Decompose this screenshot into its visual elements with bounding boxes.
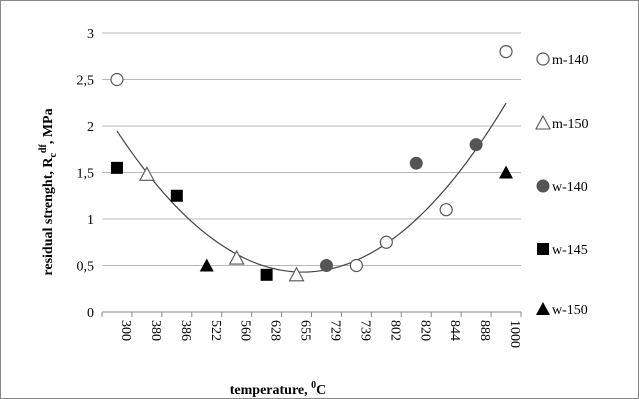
legend-marker (535, 114, 551, 130)
y-tick-label: 0 (87, 306, 94, 321)
legend-label: w-150 (552, 303, 588, 318)
data-point-m-140 (349, 258, 363, 273)
x-tick-marks (101, 312, 522, 317)
x-tick-label: 386 (178, 320, 193, 341)
data-point-w-145 (170, 189, 183, 202)
data-point-w-140 (409, 156, 423, 170)
data-point-m-140 (439, 203, 453, 217)
trend-line (116, 102, 507, 273)
x-tick-label: 628 (268, 320, 283, 341)
legend-label: w-145 (552, 243, 588, 258)
data-point-w-145 (110, 161, 123, 174)
legend-item-w-140: w-140 (536, 179, 588, 195)
y-axis-label: residual strenght, Rcdf, MPa (38, 108, 59, 275)
legend-item-w-150: w-150 (536, 302, 588, 318)
data-point-m-140 (499, 44, 513, 59)
y-tick-label: 3 (87, 27, 94, 42)
data-point-w-150 (499, 165, 514, 179)
x-tick-label: 888 (477, 320, 492, 341)
data-point-w-150 (199, 258, 214, 272)
data-point-m-140 (379, 235, 393, 249)
x-tick-label: 1000 (507, 320, 522, 348)
x-tick-label: 560 (238, 320, 253, 341)
x-tick-label: 655 (298, 320, 313, 341)
y-tick-label: 1,5 (77, 167, 95, 182)
grid-lines (102, 32, 521, 266)
data-point-w-145 (260, 268, 273, 281)
data-markers (110, 44, 514, 282)
data-point-m-150 (138, 166, 155, 181)
legend-marker (536, 179, 550, 193)
legend: m-140 m-150 w-140 w-145 w-150 (535, 52, 589, 318)
x-tick-label: 380 (148, 320, 163, 341)
x-tick-labels: 300 380 386 522 560 628 655 729 739 802 820 844 888 1… (118, 320, 522, 348)
x-tick-label: 300 (118, 320, 133, 341)
legend-item-m-150: m-150 (535, 114, 589, 132)
data-point-m-150 (228, 249, 245, 265)
legend-marker (536, 302, 550, 315)
legend-marker (537, 243, 549, 255)
legend-label: m-140 (552, 53, 589, 68)
y-tick-labels: 0 0,5 1 1,5 2 2,5 3 (77, 27, 95, 321)
legend-label: w-140 (552, 180, 588, 195)
legend-marker (536, 52, 550, 66)
x-tick-label: 522 (208, 320, 223, 341)
data-point-m-140 (110, 72, 124, 87)
x-axis-label: temperature, 0C (230, 380, 327, 398)
x-tick-label: 729 (327, 320, 342, 341)
x-tick-label: 820 (417, 320, 432, 341)
x-tick-label: 802 (387, 320, 402, 341)
y-tick-label: 0,5 (77, 260, 95, 275)
legend-item-m-140: m-140 (536, 52, 589, 68)
legend-item-w-145: w-145 (537, 243, 588, 258)
data-point-w-140 (469, 138, 483, 152)
x-tick-label: 844 (447, 320, 462, 341)
data-point-m-150 (288, 266, 305, 282)
legend-label: m-150 (552, 117, 589, 132)
x-tick-label: 739 (357, 320, 372, 341)
y-tick-label: 1 (87, 213, 94, 228)
y-tick-label: 2,5 (77, 74, 95, 89)
data-point-w-140 (319, 259, 333, 272)
y-tick-label: 2 (87, 120, 94, 135)
